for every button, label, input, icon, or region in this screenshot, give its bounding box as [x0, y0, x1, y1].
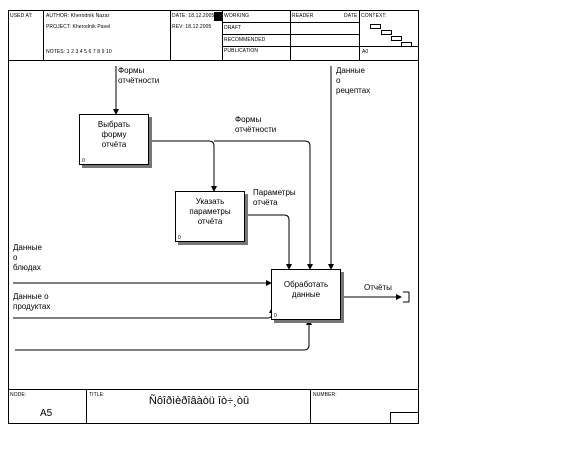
arrow-label-forms-top: Формы отчётности	[118, 66, 160, 85]
arrow-label-forms-mid: Формы отчётности	[235, 115, 277, 134]
header-rule	[222, 34, 359, 35]
node-label: NODE:	[10, 392, 27, 398]
arrow-params	[245, 214, 292, 270]
context-mini-box	[401, 42, 412, 47]
header-rule	[222, 22, 359, 23]
activity-box-number: 0	[178, 235, 181, 241]
project-label: PROJECT: Kherodnik Pavel	[46, 24, 111, 30]
header-divider	[8, 60, 419, 61]
diagram-title: Ñôîðìèðîâàòü îò÷¸òû	[148, 395, 250, 407]
header-rule	[290, 10, 291, 60]
activity-box-label: Указать параметры отчёта	[189, 197, 231, 226]
context-mini-box	[391, 36, 402, 41]
activity-box-label: Обработать данные	[283, 280, 329, 299]
used-at-label: USED AT:	[10, 13, 33, 19]
activity-box-select-form[interactable]: Выбрать форму отчёта 0	[79, 114, 149, 165]
footer-divider	[8, 389, 419, 390]
footer-rule	[390, 412, 419, 413]
footer-rule	[310, 389, 311, 424]
header-rule	[359, 46, 419, 47]
activity-box-label: Выбрать форму отчёта	[97, 120, 131, 149]
context-code: A0	[362, 49, 369, 55]
working-label: WORKING	[224, 13, 250, 19]
working-checkbox	[214, 12, 222, 21]
idef0-frame	[8, 10, 419, 424]
footer-rule	[86, 389, 87, 424]
activity-box-number: 0	[274, 313, 277, 319]
reader-label: READER	[292, 13, 314, 19]
reader-date-label: DATE	[344, 13, 358, 19]
footer-rule	[390, 412, 391, 424]
context-label: CONTEXT:	[361, 13, 387, 19]
arrow-label-products: Данные о продуктах	[13, 292, 51, 311]
header-rule	[222, 46, 359, 47]
context-mini-box	[370, 24, 381, 29]
date-label: DATE: 18.12.2005	[172, 13, 215, 19]
node-value: A5	[40, 408, 53, 419]
header-rule	[170, 10, 171, 60]
draft-label: DRAFT	[224, 25, 242, 31]
arrow-forms-to-process	[214, 140, 313, 270]
context-mini-box	[381, 30, 392, 35]
title-label: TITLE:	[89, 392, 105, 398]
header-rule	[359, 10, 360, 60]
arrow-products	[13, 307, 275, 319]
author-label: AUTHOR: Kherodnik Nazar	[46, 13, 110, 19]
arrow-forms-to-params	[150, 140, 217, 192]
arrow-label-reports: Отчёты	[364, 283, 392, 292]
header-rule	[222, 10, 223, 60]
rev-label: REV: 18.12.2005	[172, 24, 212, 30]
publication-label: PUBLICATION	[224, 48, 259, 54]
arrow-products-extra	[15, 319, 312, 351]
recommended-label: RECOMMENDED	[224, 37, 266, 43]
tunnel-bracket	[403, 291, 410, 303]
activity-box-process-data[interactable]: Обработать данные 0	[271, 269, 341, 320]
activity-box-number: 0	[82, 158, 85, 164]
activity-box-set-params[interactable]: Указать параметры отчёта 0	[175, 191, 245, 242]
notes-label: NOTES: 1 2 3 4 5 6 7 8 9 10	[46, 49, 112, 55]
arrow-label-recipes: Данные о рецептах	[336, 66, 371, 95]
header-rule	[43, 10, 44, 60]
arrow-label-params: Параметры отчёта	[253, 188, 296, 207]
number-label: NUMBER:	[313, 392, 337, 398]
arrow-label-dishes: Данные о блюдах	[13, 243, 42, 272]
